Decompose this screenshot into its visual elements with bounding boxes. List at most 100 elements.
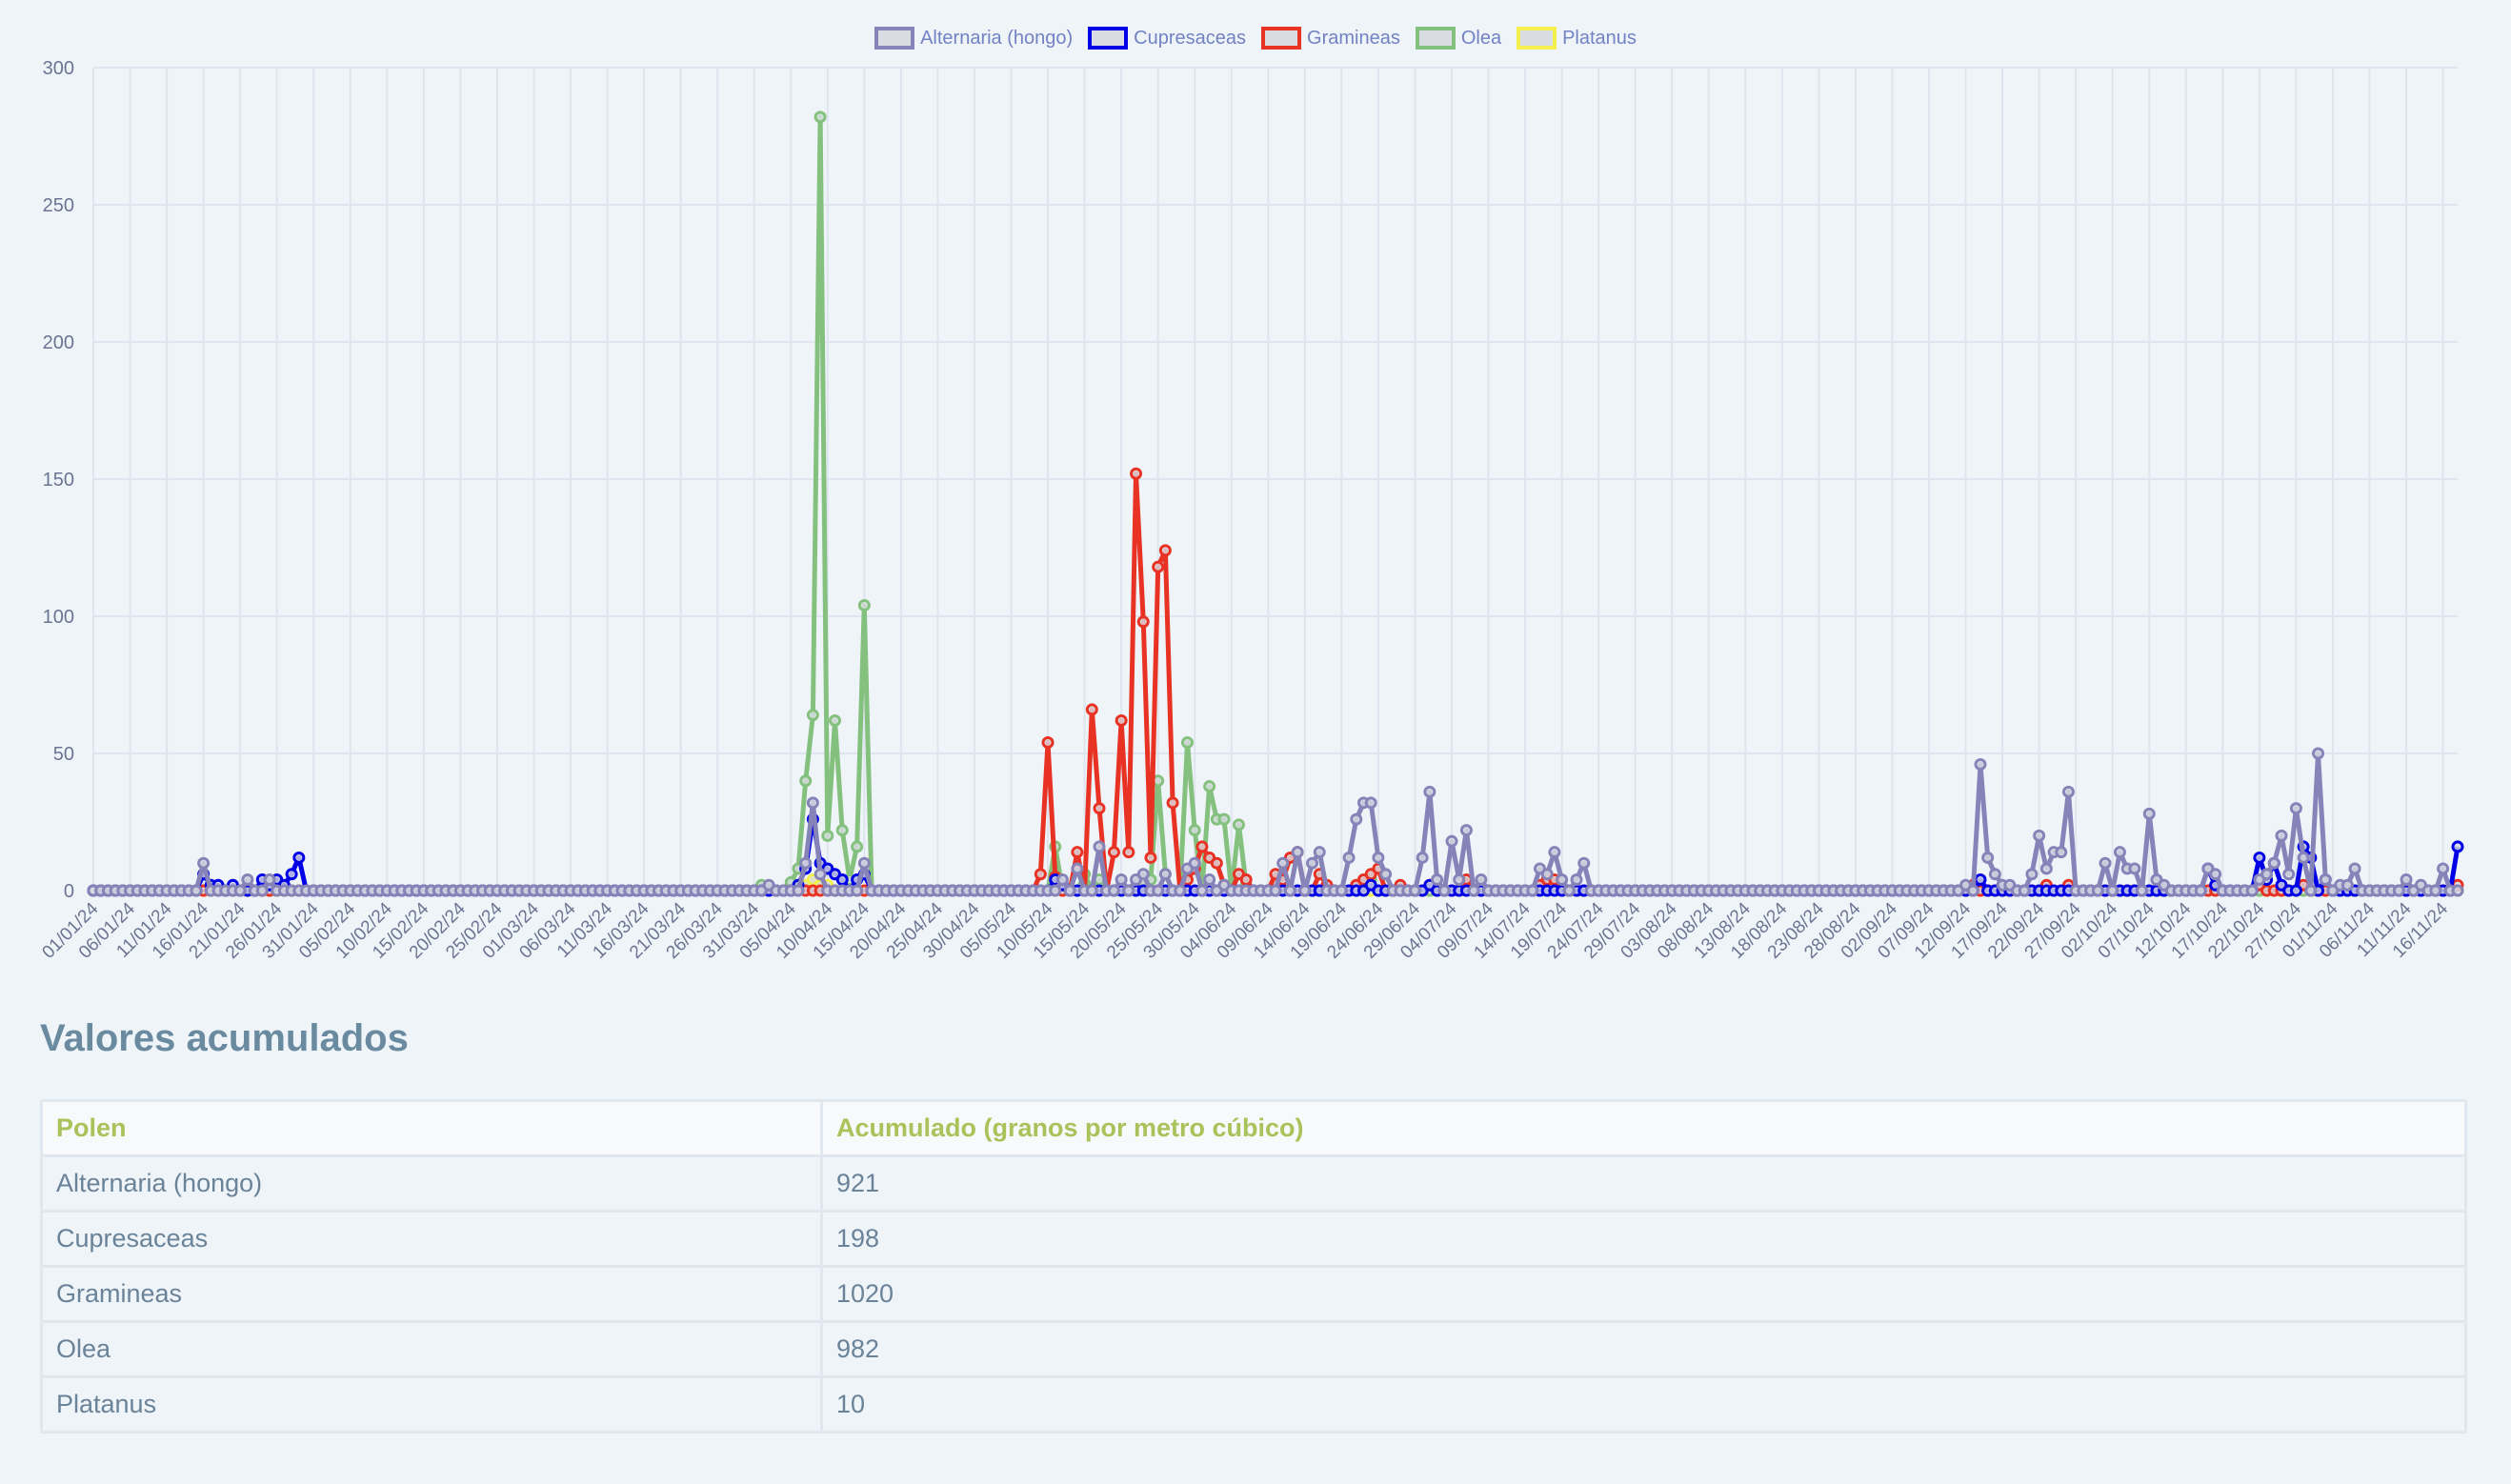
data-point bbox=[1115, 872, 1128, 886]
legend-item-olea[interactable]: Olea bbox=[1415, 27, 1502, 50]
data-point bbox=[190, 884, 203, 897]
data-point bbox=[2451, 840, 2464, 853]
grid bbox=[92, 67, 2458, 892]
data-point bbox=[835, 824, 849, 837]
pollen-total: 982 bbox=[820, 1320, 2467, 1378]
data-point bbox=[2297, 851, 2310, 864]
pollen-total: 921 bbox=[820, 1154, 2467, 1213]
series-gramineas bbox=[87, 467, 2464, 897]
data-point bbox=[1152, 884, 1165, 897]
data-point bbox=[2429, 884, 2442, 897]
header-acumulado: Acumulado (granos por metro cúbico) bbox=[820, 1099, 2467, 1157]
series-alternaria-hongo- bbox=[87, 747, 2464, 897]
data-point bbox=[1203, 872, 1216, 886]
pollen-total: 1020 bbox=[820, 1265, 2467, 1323]
data-point bbox=[1475, 872, 1488, 886]
pollen-name: Olea bbox=[40, 1320, 823, 1378]
legend-item-platanus[interactable]: Platanus bbox=[1517, 27, 1637, 50]
data-point bbox=[1364, 796, 1377, 810]
data-point bbox=[2319, 872, 2332, 886]
data-point bbox=[1122, 846, 1135, 859]
data-point bbox=[255, 884, 269, 897]
data-point bbox=[1107, 884, 1120, 897]
data-point bbox=[2039, 862, 2053, 875]
data-point bbox=[1136, 868, 1150, 881]
y-tick-label: 300 bbox=[43, 58, 74, 79]
data-point bbox=[1093, 840, 1106, 853]
data-point bbox=[2437, 862, 2450, 875]
data-point bbox=[857, 856, 871, 870]
data-point bbox=[1085, 703, 1098, 716]
data-point bbox=[1423, 785, 1436, 798]
data-point bbox=[857, 598, 871, 612]
data-point bbox=[2260, 868, 2274, 881]
data-point bbox=[1548, 846, 1561, 859]
data-point bbox=[2245, 884, 2259, 897]
data-point bbox=[1467, 884, 1480, 897]
data-point bbox=[799, 774, 813, 788]
y-tick-label: 250 bbox=[43, 195, 74, 216]
data-point bbox=[1195, 840, 1209, 853]
series-olea bbox=[87, 110, 2464, 897]
y-tick-label: 200 bbox=[43, 332, 74, 353]
data-point bbox=[1379, 868, 1393, 881]
data-point bbox=[1232, 818, 1245, 832]
data-point bbox=[1144, 851, 1157, 864]
data-point bbox=[851, 840, 864, 853]
data-point bbox=[2113, 846, 2126, 859]
data-point bbox=[1408, 884, 1421, 897]
data-point bbox=[2061, 785, 2075, 798]
data-point bbox=[2451, 884, 2464, 897]
data-point bbox=[2289, 802, 2302, 815]
data-point bbox=[1974, 872, 1987, 886]
legend-label: Gramineas bbox=[1307, 27, 1400, 49]
data-point bbox=[1291, 846, 1304, 859]
data-point bbox=[792, 884, 805, 897]
data-point bbox=[1445, 834, 1458, 848]
legend-label: Cupresaceas bbox=[1134, 27, 1247, 49]
data-point bbox=[1335, 884, 1348, 897]
pollen-total: 10 bbox=[820, 1375, 2467, 1434]
legend-item-gramineas[interactable]: Gramineas bbox=[1261, 27, 1400, 50]
legend-item-alternaria[interactable]: Alternaria (hongo) bbox=[874, 27, 1073, 50]
y-tick-label: 50 bbox=[53, 744, 74, 765]
data-point bbox=[1217, 812, 1231, 826]
data-point bbox=[2289, 884, 2302, 897]
data-point bbox=[2099, 856, 2112, 870]
y-axis-ticks: 0 50 100 150 200 250 300 bbox=[43, 58, 74, 902]
data-point bbox=[835, 872, 849, 886]
series-line bbox=[93, 114, 2458, 893]
data-point bbox=[1313, 846, 1326, 859]
data-point bbox=[1556, 872, 1569, 886]
series-layer bbox=[87, 110, 2464, 897]
data-point bbox=[1431, 872, 1444, 886]
data-point bbox=[1350, 812, 1363, 826]
data-point bbox=[285, 868, 298, 881]
data-point bbox=[2253, 851, 2266, 864]
data-point bbox=[1306, 856, 1319, 870]
data-point bbox=[1372, 851, 1385, 864]
data-point bbox=[1269, 884, 1282, 897]
chart-legend: Alternaria (hongo) Cupresaceas Gramineas… bbox=[0, 27, 2511, 50]
data-point bbox=[1577, 856, 1591, 870]
data-point bbox=[1122, 884, 1135, 897]
pollen-name: Alternaria (hongo) bbox=[40, 1154, 823, 1213]
data-point bbox=[2055, 846, 2068, 859]
legend-label: Platanus bbox=[1562, 27, 1637, 49]
data-point bbox=[821, 829, 834, 842]
data-point bbox=[1166, 796, 1179, 810]
data-point bbox=[1188, 824, 1201, 837]
data-point bbox=[2033, 829, 2046, 842]
data-point bbox=[2106, 884, 2119, 897]
data-point bbox=[1526, 884, 1539, 897]
accumulated-table: Polen Acumulado (granos por metro cúbico… bbox=[40, 1099, 2467, 1434]
data-point bbox=[263, 872, 276, 886]
pollen-name: Platanus bbox=[40, 1375, 823, 1434]
data-point bbox=[1562, 884, 1576, 897]
data-point bbox=[2348, 862, 2361, 875]
legend-label: Olea bbox=[1460, 27, 1502, 49]
legend-label: Alternaria (hongo) bbox=[920, 27, 1074, 49]
legend-item-cupresaceas[interactable]: Cupresaceas bbox=[1088, 27, 1246, 50]
data-point bbox=[1459, 824, 1473, 837]
table-header-row: Polen Acumulado (granos por metro cúbico… bbox=[40, 1099, 2467, 1157]
